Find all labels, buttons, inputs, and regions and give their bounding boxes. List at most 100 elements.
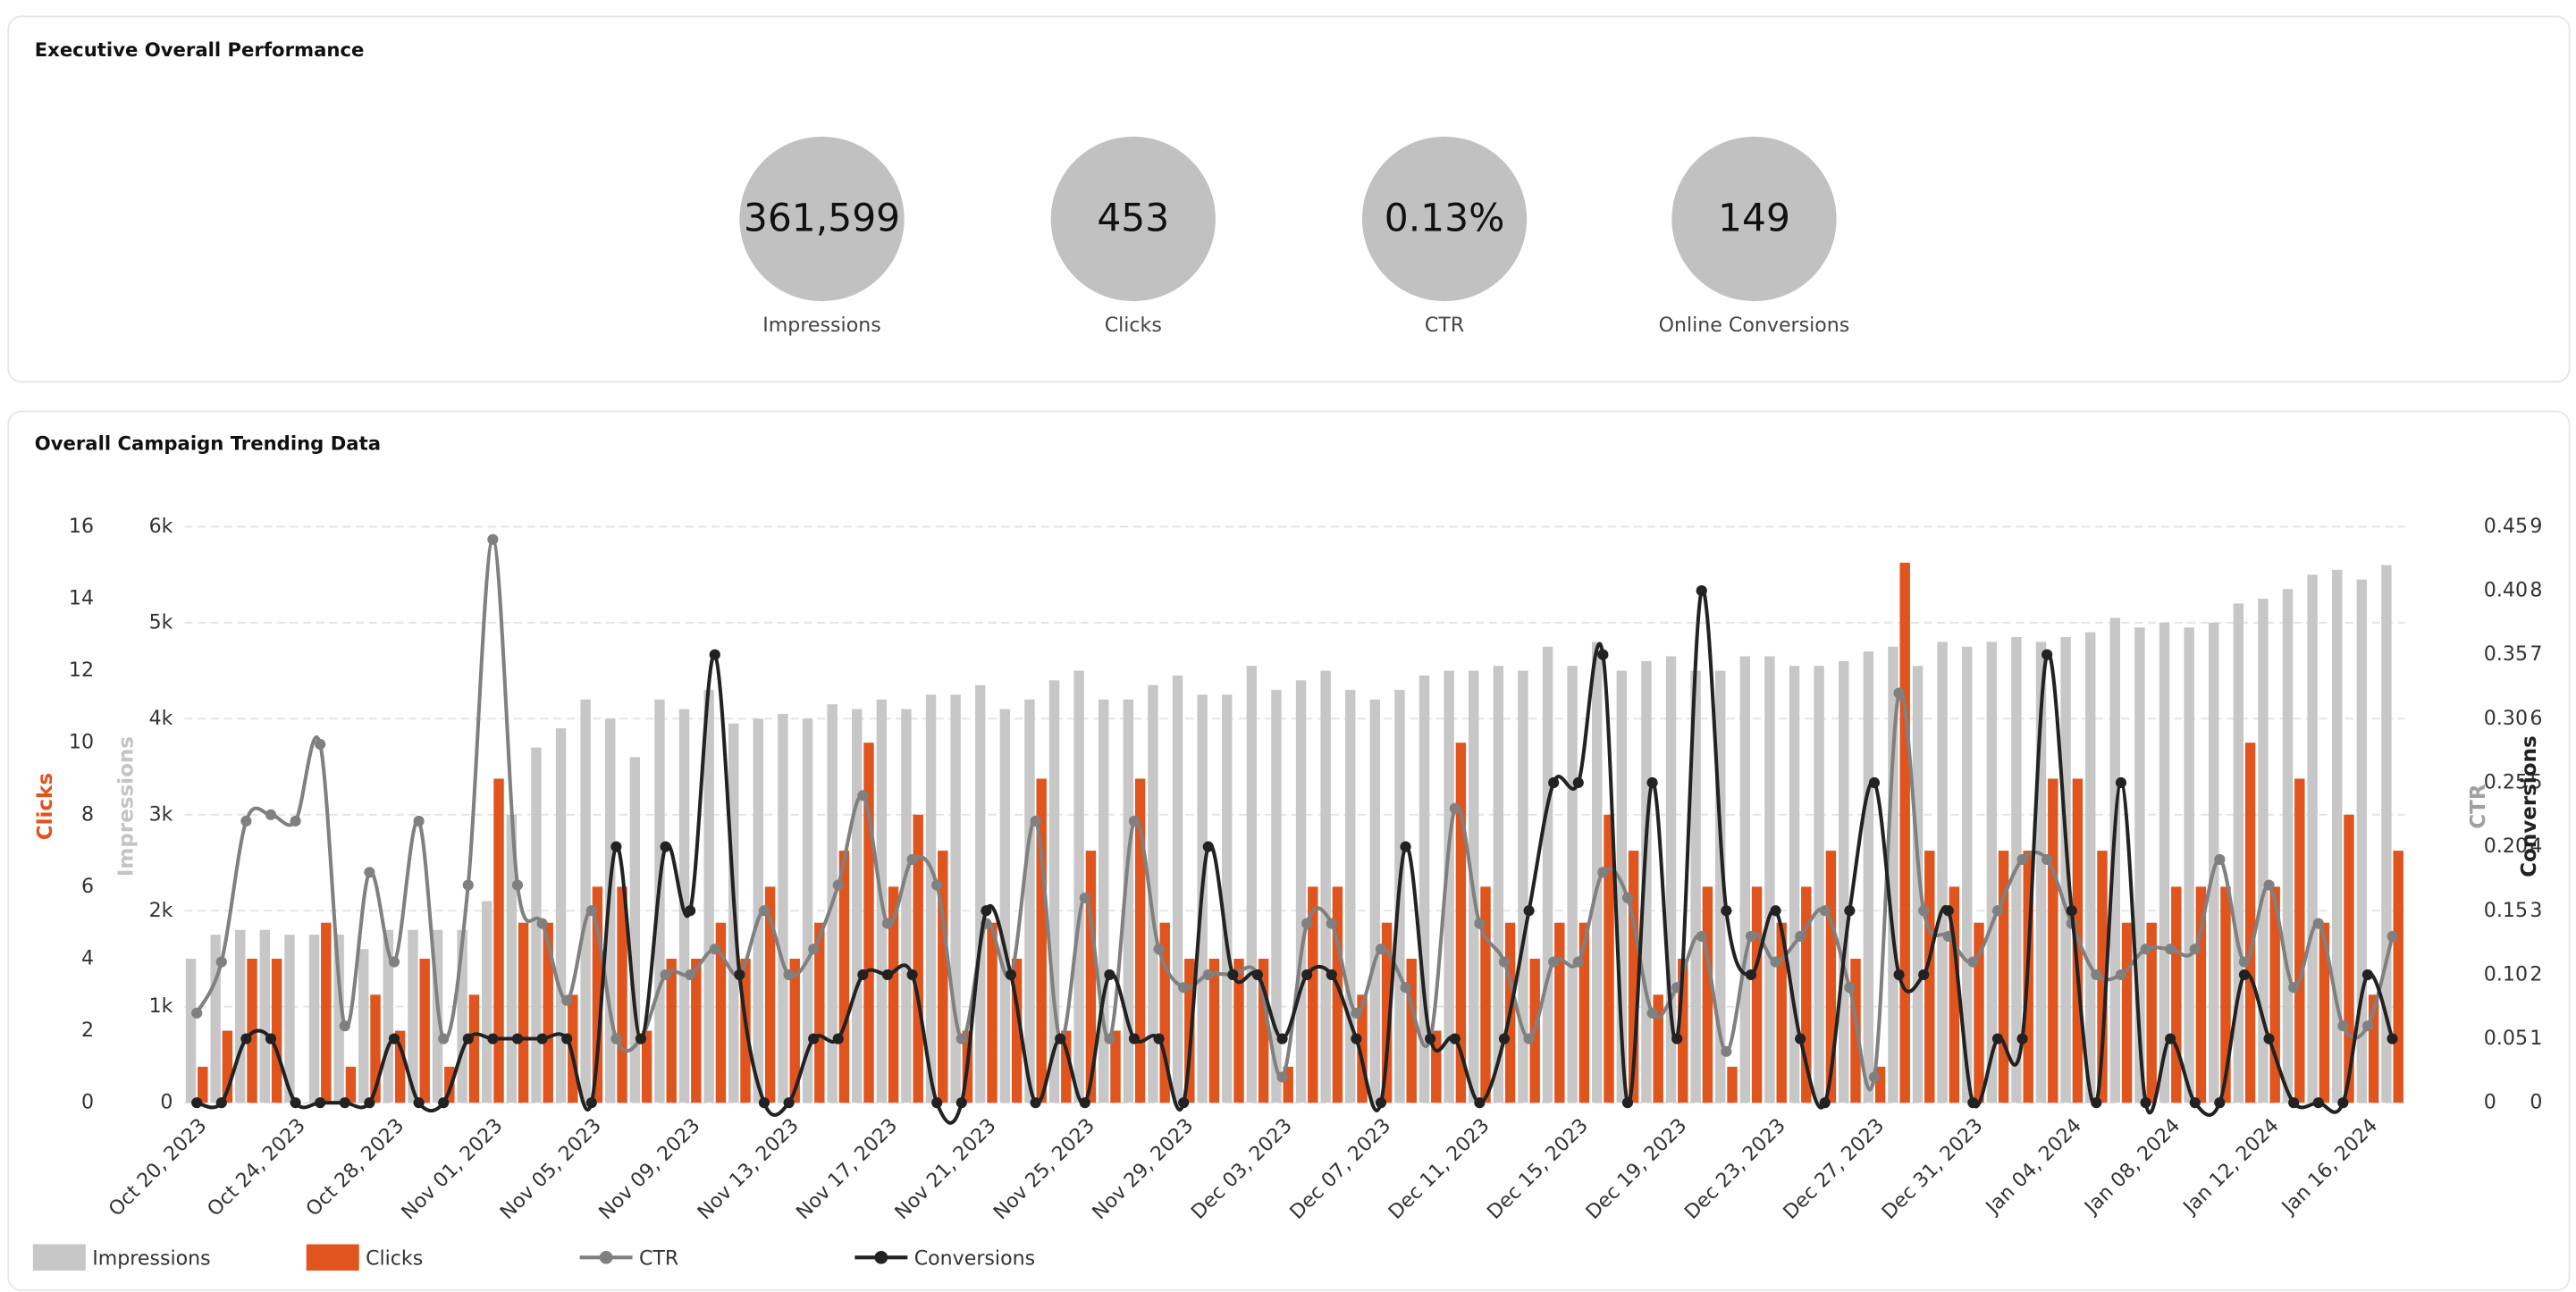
line-point	[215, 956, 227, 968]
line-point	[881, 918, 894, 929]
line-point	[931, 879, 943, 891]
line-point	[585, 905, 597, 917]
axis-title: Clicks	[34, 773, 57, 840]
bar	[1208, 958, 1220, 1103]
bar	[802, 718, 813, 1103]
bar	[950, 694, 961, 1103]
y-tick-label: 8	[2530, 579, 2542, 602]
line-point	[808, 944, 820, 955]
y-tick-label: 2	[81, 1019, 94, 1042]
line-point	[1967, 1097, 1979, 1109]
line-point	[2288, 982, 2300, 994]
line-point	[906, 853, 918, 866]
line-point	[955, 1097, 967, 1109]
kpi-card	[7, 15, 2571, 383]
bar	[1604, 814, 1614, 1103]
line-point	[1449, 1033, 1461, 1045]
line-point	[413, 815, 425, 827]
bar	[1369, 699, 1381, 1103]
line-point	[1868, 1071, 1881, 1083]
bar	[1172, 675, 1183, 1103]
bar	[1986, 642, 1998, 1103]
line-point	[1498, 956, 1511, 968]
bar	[691, 958, 702, 1103]
line-point	[832, 1033, 844, 1045]
bar	[1801, 886, 1812, 1103]
line-point	[1621, 892, 1634, 904]
line-point	[1646, 776, 1658, 789]
bar	[1480, 886, 1491, 1103]
bar	[2307, 575, 2318, 1103]
bar	[778, 713, 788, 1103]
bar	[1554, 922, 1565, 1103]
line-point	[2140, 1097, 2151, 1109]
line-point	[240, 815, 252, 827]
axis-title: CTR	[2467, 784, 2490, 829]
line-point	[931, 1097, 943, 1109]
line-point	[339, 1020, 350, 1032]
line-point	[2016, 1033, 2028, 1045]
line-point	[1671, 1033, 1683, 1045]
line-point	[2041, 853, 2053, 866]
bar	[1751, 886, 1763, 1103]
line-point	[1597, 649, 1609, 660]
line-point	[1301, 969, 1313, 980]
bar	[1937, 642, 1948, 1103]
bar	[715, 922, 727, 1103]
bar	[2368, 994, 2379, 1103]
chart-title: Overall Campaign Trending Data	[35, 432, 381, 454]
bar	[2195, 886, 2207, 1103]
bar	[925, 694, 937, 1103]
line-point	[783, 969, 795, 980]
line-point	[1128, 1033, 1141, 1045]
bar	[605, 718, 616, 1103]
bar	[1567, 666, 1578, 1103]
legend-swatch	[32, 1244, 86, 1271]
line-point	[857, 969, 869, 980]
bar	[1431, 1030, 1442, 1103]
bar	[1159, 922, 1170, 1103]
line-point	[2238, 956, 2251, 968]
bar	[271, 958, 282, 1103]
bar	[592, 886, 603, 1103]
line-point	[1474, 918, 1486, 929]
bar	[1542, 646, 1553, 1103]
line-point	[1572, 776, 1584, 789]
bar	[1715, 670, 1726, 1103]
bar	[2393, 851, 2403, 1103]
line-point	[1696, 930, 1707, 942]
line-point	[2091, 969, 2102, 980]
line-point	[2312, 918, 2324, 929]
y-tick-label: 5	[2530, 770, 2542, 793]
bar	[1912, 666, 1924, 1103]
axis-title: Impressions	[114, 736, 138, 877]
line-point	[709, 944, 720, 955]
bar	[2282, 589, 2294, 1103]
bar	[1727, 1066, 1738, 1103]
bar	[383, 929, 394, 1103]
bar	[531, 747, 542, 1103]
line-point	[1178, 982, 1190, 994]
line-point	[1227, 969, 1239, 980]
kpi-circle	[1671, 136, 1837, 302]
line-point	[2066, 905, 2077, 917]
axis-title: Conversions	[2518, 735, 2541, 877]
line-point	[2337, 1097, 2349, 1109]
line-point	[1030, 815, 1041, 827]
bar	[617, 886, 627, 1103]
line-point	[1276, 1033, 1288, 1045]
line-point	[2189, 944, 2201, 955]
bar	[457, 929, 467, 1103]
y-tick-label: 4k	[149, 707, 173, 730]
line-point	[1202, 969, 1214, 980]
bar	[1418, 675, 1430, 1103]
line-point	[981, 905, 992, 917]
bar	[2233, 603, 2244, 1103]
bar	[185, 958, 197, 1103]
bar	[1110, 1030, 1121, 1103]
bar	[222, 1030, 233, 1103]
bar	[358, 949, 369, 1103]
bar	[852, 709, 863, 1103]
line-point	[1844, 905, 1856, 917]
